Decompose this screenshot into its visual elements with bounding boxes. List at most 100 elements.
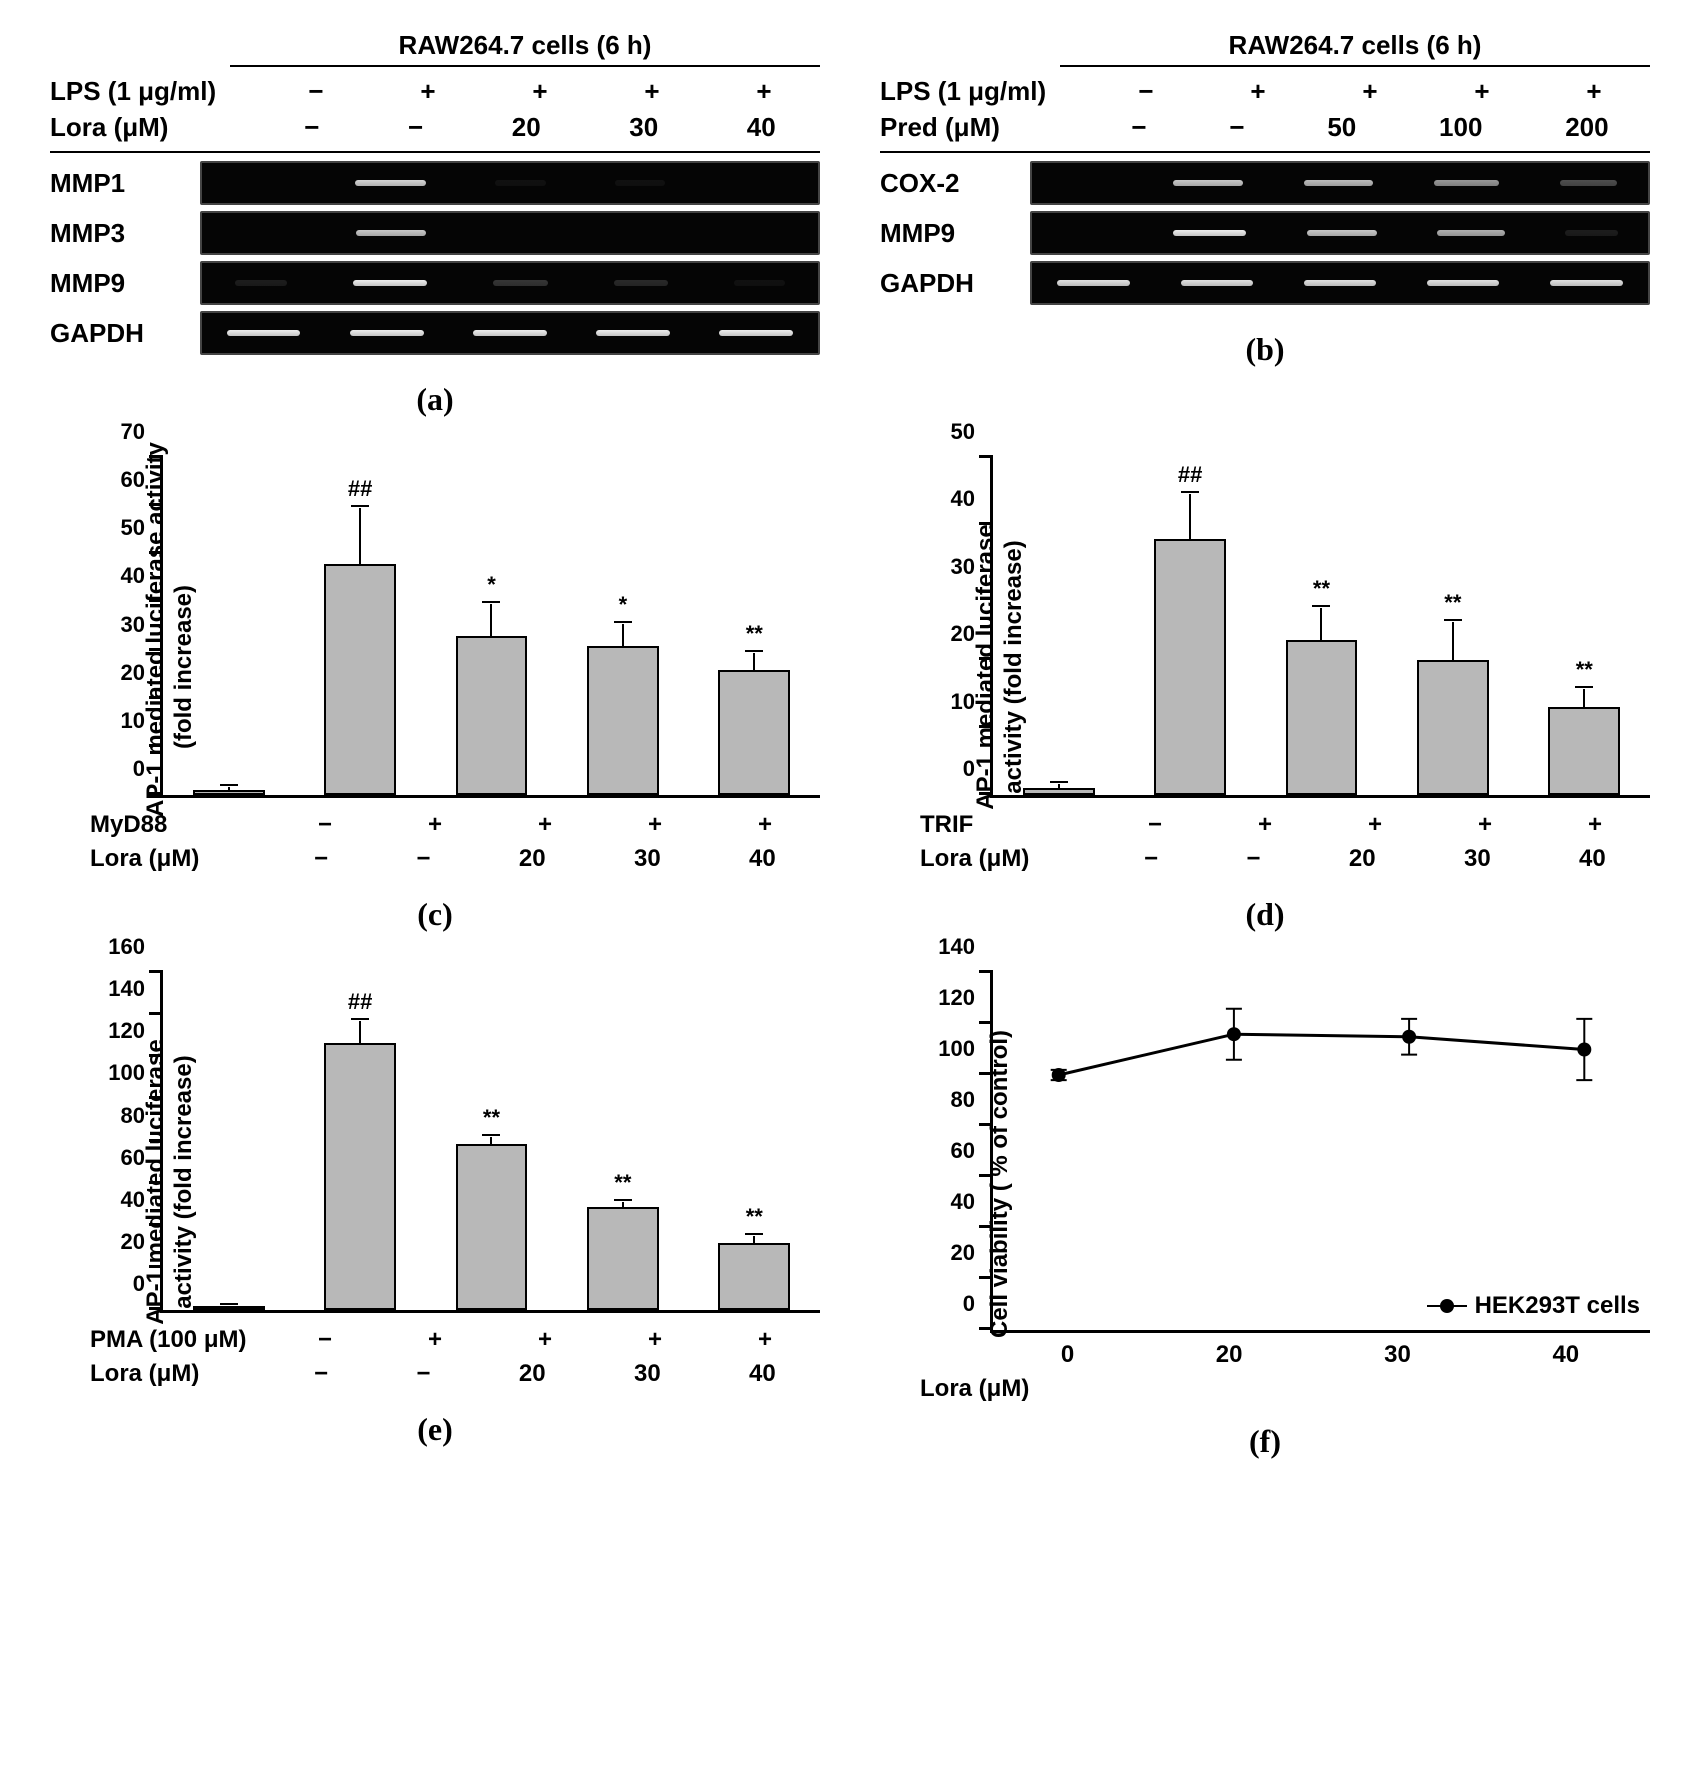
error-cap <box>351 1018 369 1020</box>
gel-treatment-values: −−203040 <box>260 112 820 143</box>
gel-band <box>1427 280 1500 286</box>
error-bar <box>490 604 492 638</box>
gel-band <box>473 330 547 336</box>
gel-treatment-value: 50 <box>1327 112 1356 143</box>
x-condition-value: − <box>417 845 431 873</box>
y-tick <box>979 657 993 660</box>
gel-row-label: GAPDH <box>880 268 1030 299</box>
gel-treatment-values: −−50100200 <box>1090 112 1650 143</box>
gel-a-treatments: LPS (1 μg/ml)−++++Lora (μM)−−203040 <box>50 73 820 145</box>
figure-grid: RAW264.7 cells (6 h) LPS (1 μg/ml) − + + + + L… <box>0 0 1700 1490</box>
gel-treatment-value: 20 <box>512 112 541 143</box>
error-cap <box>1050 781 1068 783</box>
bar-annotation: ** <box>483 1105 500 1131</box>
x-tick-label: 40 <box>1552 1341 1579 1369</box>
x-condition-value: − <box>314 845 328 873</box>
bar-slot: ** <box>445 1144 537 1310</box>
y-tick-label: 100 <box>108 1060 145 1086</box>
gel-lanes <box>200 261 820 305</box>
gel-a: RAW264.7 cells (6 h) LPS (1 μg/ml)−++++L… <box>50 30 820 361</box>
gel-b: RAW264.7 cells (6 h) LPS (1 μg/ml)−++++P… <box>880 30 1650 311</box>
barchart-c: AP-1 mediated luciferase activity (fold … <box>50 458 820 876</box>
bar-slot: ** <box>1407 660 1499 795</box>
y-tick <box>149 1223 163 1226</box>
y-tick-label: 20 <box>121 660 145 686</box>
gel-row: GAPDH <box>50 311 820 355</box>
error-cap <box>1181 491 1199 493</box>
y-tick <box>149 744 163 747</box>
bar-slot: ## <box>1144 539 1236 795</box>
gel-treatment-label: LPS (1 μg/ml) <box>50 76 260 107</box>
y-tick-label: 60 <box>121 467 145 493</box>
error-bar <box>1452 622 1454 662</box>
gel-b-rows: COX-2MMP9GAPDH <box>880 161 1650 305</box>
gel-b-header: RAW264.7 cells (6 h) <box>1060 30 1650 67</box>
panel-d: AP-1 mediated luciferase activity (fold … <box>880 458 1650 933</box>
gel-band <box>1307 230 1377 236</box>
error-cap <box>482 601 500 603</box>
linechart-f-xlabel: Lora (μM) <box>920 1375 1650 1403</box>
gel-lanes <box>1030 211 1650 255</box>
linechart-f: Cell viability ( % of control) HEK293T c… <box>880 973 1650 1403</box>
y-tick-label: 20 <box>951 1240 975 1266</box>
y-tick <box>149 792 163 795</box>
bar <box>1286 640 1358 795</box>
error-cap <box>220 1303 238 1305</box>
gel-treatment-value: + <box>420 76 435 107</box>
bar-annotation: ** <box>1313 576 1330 602</box>
y-tick-label: 0 <box>963 756 975 782</box>
x-condition-values: −−203040 <box>270 1360 820 1388</box>
data-point <box>1227 1027 1241 1041</box>
gel-b-rule <box>880 151 1650 153</box>
gel-row: MMP3 <box>50 211 820 255</box>
x-condition-row: PMA (100 μM)−++++ <box>160 1323 820 1357</box>
x-condition-value: + <box>758 1326 772 1354</box>
bar-slot: * <box>445 636 537 795</box>
bar-slot: ## <box>314 564 406 795</box>
x-tick-label: 30 <box>1384 1341 1411 1369</box>
gel-treatment-value: − <box>1138 76 1153 107</box>
bar <box>456 636 528 795</box>
gel-a-rule <box>50 151 820 153</box>
gel-a-header: RAW264.7 cells (6 h) <box>230 30 820 67</box>
x-condition-value: 30 <box>1464 845 1491 873</box>
linechart-f-plot: HEK293T cells 020406080100120140 <box>990 973 1650 1333</box>
error-bar <box>359 508 361 566</box>
y-tick <box>979 1021 993 1024</box>
y-tick-label: 60 <box>121 1145 145 1171</box>
barchart-e: AP-1 mediated luciferase activity (fold … <box>50 973 820 1391</box>
x-condition-value: + <box>648 811 662 839</box>
x-tick-label: 0 <box>1061 1341 1074 1369</box>
y-tick <box>149 503 163 506</box>
y-tick-label: 140 <box>938 934 975 960</box>
barchart-d-plot: 01020304050##****** <box>990 458 1650 798</box>
x-condition-value: − <box>318 811 332 839</box>
y-tick-label: 50 <box>951 419 975 445</box>
x-condition-value: − <box>318 1326 332 1354</box>
gel-band <box>227 330 301 336</box>
error-bar <box>1189 494 1191 541</box>
gel-treatment-value: + <box>532 76 547 107</box>
gel-treatment-value: + <box>644 76 659 107</box>
bar <box>587 1207 659 1310</box>
gel-treatment-value: − <box>1229 112 1244 143</box>
y-tick-label: 70 <box>121 419 145 445</box>
bar <box>193 790 265 795</box>
panel-b: RAW264.7 cells (6 h) LPS (1 μg/ml)−++++P… <box>880 30 1650 418</box>
y-tick-label: 40 <box>951 486 975 512</box>
gel-band <box>719 330 793 336</box>
gel-treatment-value: − <box>1131 112 1146 143</box>
y-tick <box>979 792 993 795</box>
data-point <box>1052 1068 1066 1082</box>
gel-row: MMP1 <box>50 161 820 205</box>
y-tick-label: 20 <box>951 621 975 647</box>
y-tick-label: 40 <box>951 1189 975 1215</box>
x-condition-value: − <box>1148 811 1162 839</box>
y-tick <box>979 725 993 728</box>
bar-slot: * <box>577 646 669 795</box>
gel-lanes <box>1030 261 1650 305</box>
error-cap <box>745 1233 763 1235</box>
bar-slot <box>183 1306 275 1310</box>
error-bar <box>1058 784 1060 791</box>
error-bar <box>359 1021 361 1044</box>
